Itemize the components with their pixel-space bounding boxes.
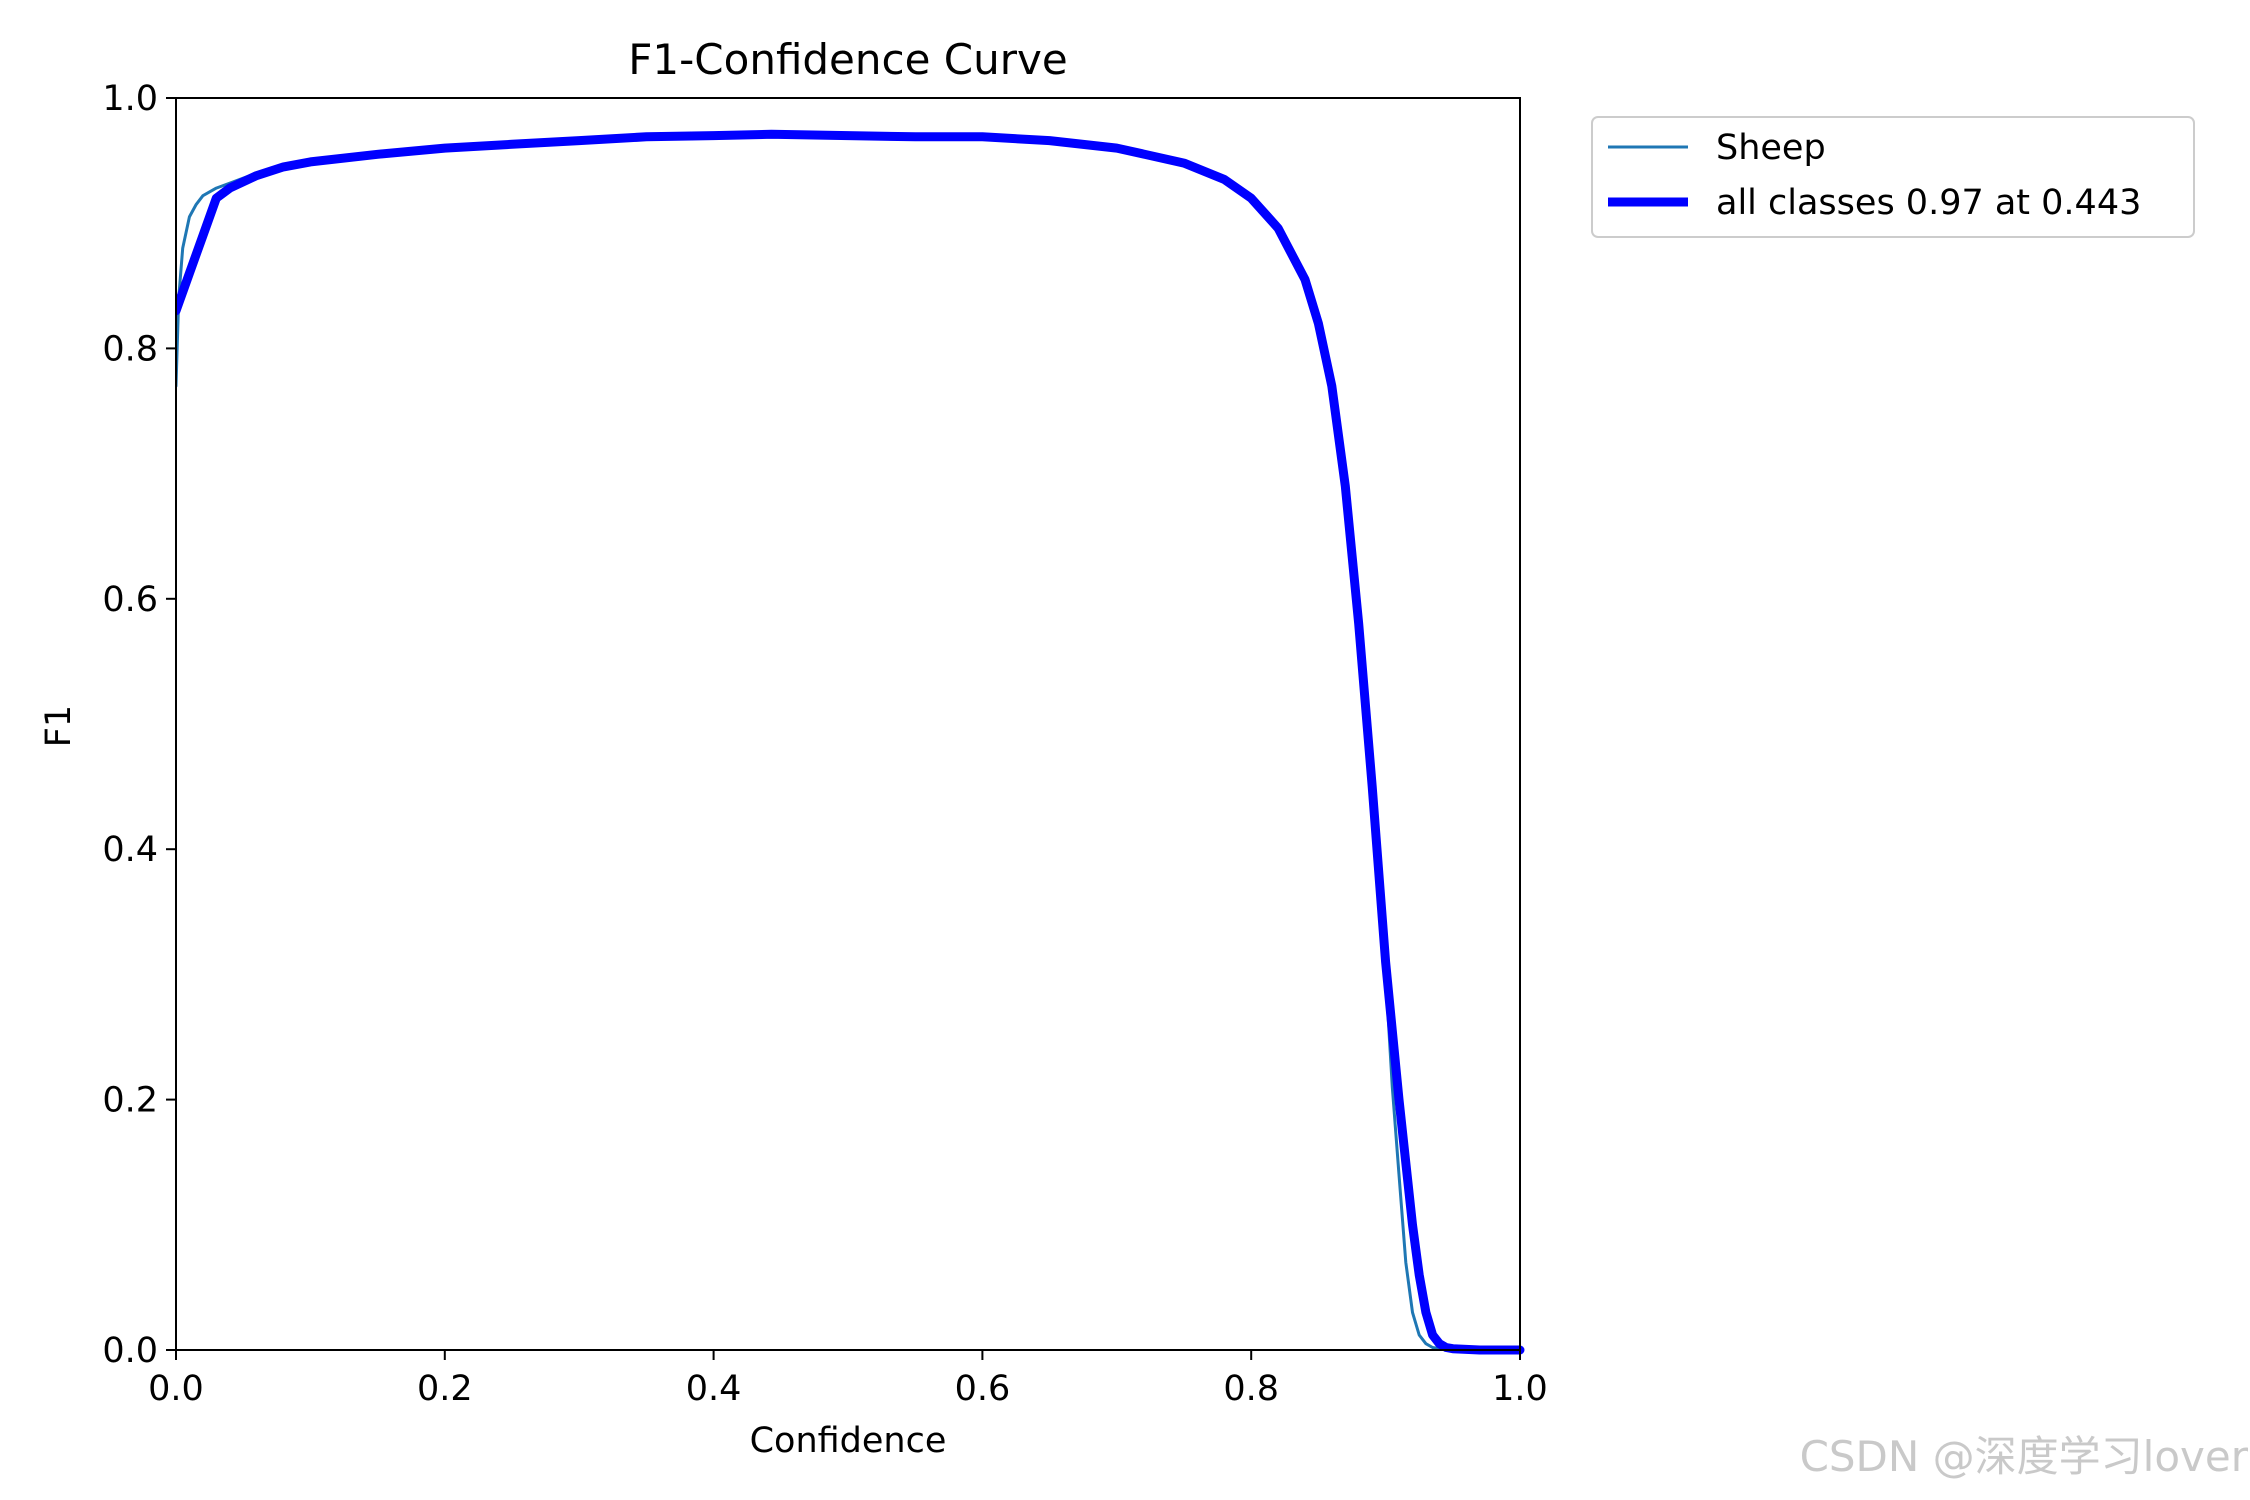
plot-area: 0.0 0.2 0.4 0.6 0.8 1.0 0.0 0.2 0.4 0.6 0.8 1.0	[102, 79, 1548, 1409]
legend-label-all-classes: all classes 0.97 at 0.443	[1716, 183, 2141, 223]
x-tick-label: 0.6	[955, 1369, 1011, 1409]
y-tick-label: 0.0	[102, 1331, 158, 1371]
axes-frame	[175, 97, 1521, 1351]
y-tick-label: 0.6	[102, 580, 158, 620]
x-tick-label: 1.0	[1492, 1369, 1548, 1409]
y-tick-label: 0.4	[102, 830, 158, 870]
x-axis-label: Confidence	[750, 1421, 947, 1461]
watermark: CSDN @深度学习lover	[1799, 1432, 2248, 1481]
y-tick-label: 1.0	[102, 79, 158, 119]
legend-label-sheep: Sheep	[1716, 128, 1826, 168]
y-axis-label: F1	[39, 705, 79, 747]
y-tick-label: 0.8	[102, 329, 158, 369]
x-tick-label: 0.0	[148, 1369, 204, 1409]
legend-box	[1591, 116, 2195, 238]
chart-title: F1-Confidence Curve	[628, 35, 1067, 84]
x-tick-label: 0.2	[417, 1369, 473, 1409]
y-tick-label: 0.2	[102, 1081, 158, 1121]
legend: Sheep all classes 0.97 at 0.443	[1591, 116, 2195, 238]
x-tick-label: 0.4	[686, 1369, 742, 1409]
x-tick-label: 0.8	[1223, 1369, 1279, 1409]
series-line-all-classes	[176, 129, 1525, 1355]
